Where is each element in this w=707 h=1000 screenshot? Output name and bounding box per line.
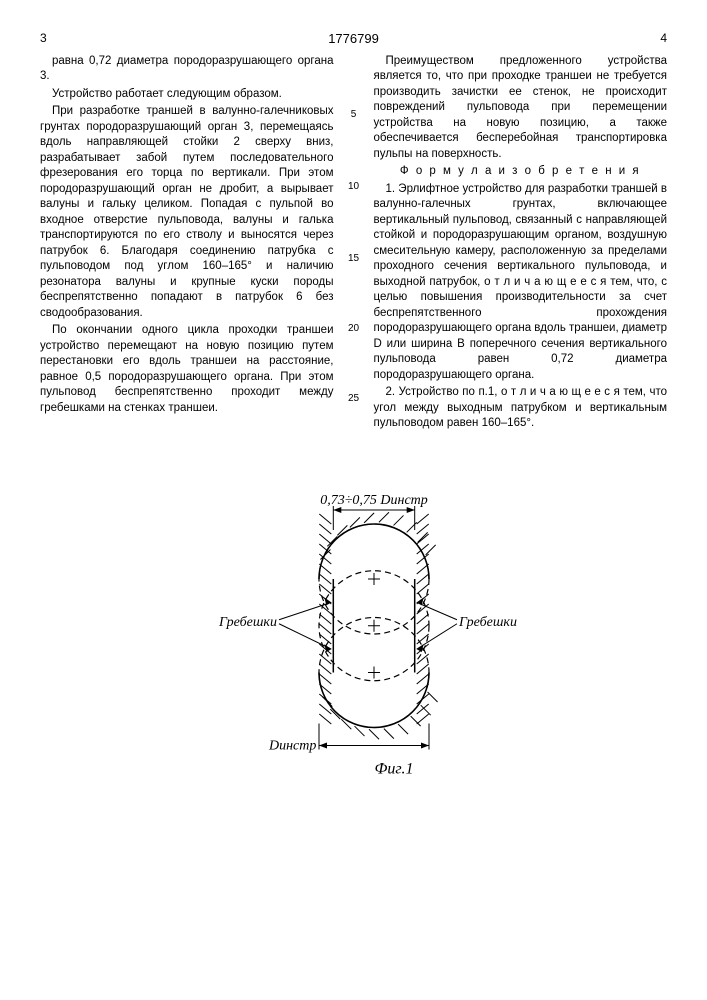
line-num: 5	[344, 108, 364, 122]
right-column: Преимуществом предложенного устройства я…	[374, 54, 668, 434]
para: Преимуществом предложенного устройства я…	[374, 54, 668, 163]
para: По окончании одного цикла проходки транш…	[40, 323, 334, 416]
para: равна 0,72 диаметра породоразрушающего о…	[40, 54, 334, 85]
svg-text:Гребешки: Гребешки	[218, 615, 277, 630]
svg-text:0,73÷0,75 Dинстр: 0,73÷0,75 Dинстр	[320, 494, 428, 508]
svg-text:Гребешки: Гребешки	[458, 615, 517, 630]
patent-number: 1776799	[328, 30, 379, 48]
line-num: 10	[344, 180, 364, 194]
page-num-left: 3	[40, 30, 47, 48]
figure-1: 0,73÷0,75 Dинстр Dинстр Гребешки Гребешки Фи…	[40, 494, 667, 814]
para: Устройство работает следующим образом.	[40, 87, 334, 103]
line-num: 25	[344, 392, 364, 406]
left-column: равна 0,72 диаметра породоразрушающего о…	[40, 54, 334, 434]
claims-heading: Ф о р м у л а и з о б р е т е н и я	[374, 164, 668, 180]
line-num: 15	[344, 252, 364, 266]
svg-text:Фиг.1: Фиг.1	[374, 760, 413, 777]
para: 1. Эрлифтное устройство для разработки т…	[374, 182, 668, 384]
para: 2. Устройство по п.1, о т л и ч а ю щ е …	[374, 385, 668, 432]
svg-text:Dинстр: Dинстр	[268, 738, 316, 753]
page-num-right: 4	[660, 30, 667, 48]
line-num: 20	[344, 322, 364, 336]
para: При разработке траншей в валунно-галечни…	[40, 104, 334, 321]
